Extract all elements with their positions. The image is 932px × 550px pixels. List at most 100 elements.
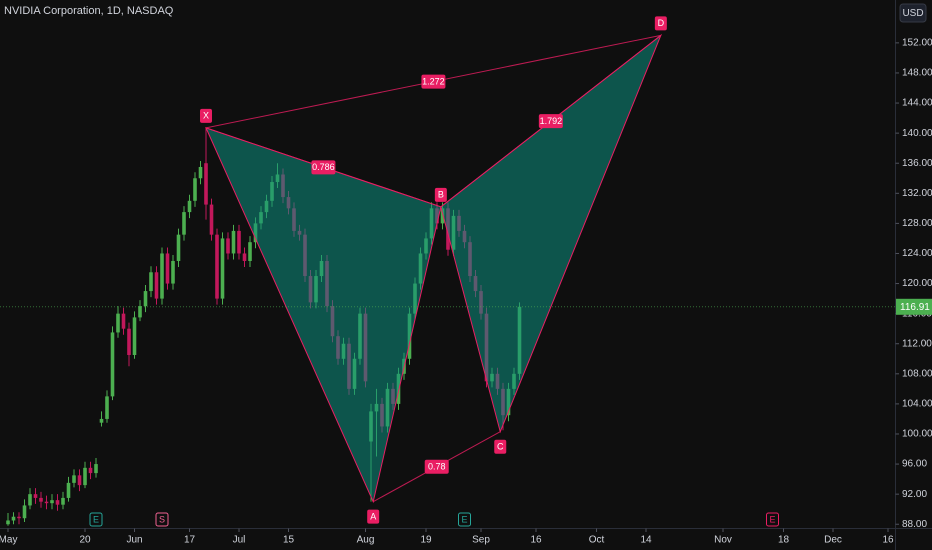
candle-body — [187, 200, 192, 213]
candle-body — [248, 242, 252, 261]
candle-body — [22, 505, 27, 519]
candle-body — [83, 467, 87, 486]
x-tick-label: Dec — [824, 535, 842, 546]
candle-body — [61, 497, 65, 505]
candle-body — [127, 328, 131, 356]
y-tick-label: 108.00 — [902, 368, 932, 379]
candle-body — [66, 482, 71, 498]
candle-body — [176, 234, 181, 261]
candle-body — [220, 238, 225, 299]
chart-title: NVIDIA Corporation, 1D, NASDAQ — [4, 5, 174, 17]
y-tick-label: 88.00 — [902, 519, 927, 530]
candle-body — [6, 520, 10, 525]
y-tick-label: 132.00 — [902, 188, 932, 199]
x-tick-label: Jul — [233, 535, 246, 546]
candle-body — [17, 516, 21, 519]
y-tick-label: 96.00 — [902, 459, 927, 470]
x-tick-label: May — [0, 535, 17, 546]
candle-body — [171, 260, 175, 284]
point-box — [434, 187, 447, 202]
candle-body — [209, 204, 214, 235]
x-tick-label: 14 — [640, 535, 652, 546]
candle-body — [39, 497, 43, 502]
x-tick-label: Nov — [714, 535, 732, 546]
ratio-label: 1.792 — [540, 116, 563, 126]
y-tick-label: 148.00 — [902, 68, 932, 79]
candle-body — [116, 313, 120, 333]
candle-body — [77, 475, 82, 486]
ratio-box — [421, 74, 446, 89]
candle-body — [160, 253, 164, 299]
candle-body — [132, 317, 137, 356]
x-tick-label: Sep — [472, 535, 490, 546]
event-label: S — [159, 514, 165, 524]
y-tick-label: 92.00 — [902, 489, 927, 500]
x-tick-label: 15 — [283, 535, 295, 546]
candle-body — [110, 332, 115, 397]
ratio-box — [538, 114, 563, 129]
candle-body — [94, 464, 98, 474]
ratio-label: 0.786 — [312, 162, 335, 172]
candle-body — [154, 272, 159, 299]
candle-body — [226, 238, 230, 254]
last-price-box — [896, 298, 932, 315]
y-tick-label: 120.00 — [902, 278, 932, 289]
candle-body — [88, 467, 93, 474]
ratio-label: 0.78 — [428, 462, 446, 472]
event-icon — [766, 512, 779, 527]
y-tick-label: 144.00 — [902, 98, 932, 109]
point-box — [200, 108, 212, 123]
x-tick-label: Jun — [126, 535, 142, 546]
candle-body — [28, 494, 32, 506]
x-tick-label: 16 — [882, 535, 894, 546]
candle-body — [165, 253, 170, 284]
candle-body — [138, 306, 142, 318]
point-box — [367, 509, 380, 524]
point-box — [494, 439, 507, 454]
candle-body — [242, 253, 247, 261]
event-label: E — [461, 514, 467, 524]
candle-body — [143, 291, 148, 307]
y-tick-label: 136.00 — [902, 158, 932, 169]
x-tick-label: 16 — [530, 535, 542, 546]
candle-body — [149, 272, 153, 292]
event-icon — [89, 512, 103, 527]
candle-body — [11, 516, 16, 521]
axes: 88.00 92.00 96.00 100.00 104.00 108.00 112.00 1… — [0, 38, 932, 546]
candle-body — [44, 501, 49, 504]
candle-body — [198, 166, 203, 179]
candle-body — [33, 494, 38, 498]
y-tick-label: 100.00 — [902, 429, 932, 440]
event-label: E — [769, 514, 775, 524]
candle-body — [105, 396, 109, 419]
harmonic-pattern: 0.786 0.78 1.272 1.792 X A B C D — [200, 16, 667, 524]
candle-body — [99, 418, 104, 423]
x-tick-label: Aug — [357, 535, 375, 546]
currency-button[interactable] — [899, 3, 927, 23]
ratio-box — [311, 160, 336, 175]
event-label: E — [93, 514, 99, 524]
y-tick-label: 124.00 — [902, 248, 932, 259]
ratio-label: 1.272 — [422, 76, 445, 86]
point-box — [654, 16, 667, 31]
currency-label[interactable]: USD — [902, 8, 923, 19]
candle-body — [72, 475, 76, 483]
candle-body — [50, 500, 54, 504]
candle-body — [55, 500, 60, 505]
point-label: C — [497, 442, 504, 452]
y-tick-label: 104.00 — [902, 399, 932, 410]
candle-body — [204, 163, 208, 205]
x-tick-label: 18 — [778, 535, 790, 546]
x-tick-label: 20 — [79, 535, 91, 546]
y-tick-label: 140.00 — [902, 128, 932, 139]
y-tick-label: 152.00 — [902, 38, 932, 49]
candle-body — [231, 230, 236, 254]
y-tick-label: 128.00 — [902, 218, 932, 229]
last-price-label: 116.91 — [900, 302, 930, 313]
event-icon — [155, 512, 169, 527]
candle-body — [440, 208, 445, 224]
candle-body — [215, 234, 219, 299]
x-tick-label: 19 — [420, 535, 432, 546]
event-icon — [458, 512, 471, 527]
